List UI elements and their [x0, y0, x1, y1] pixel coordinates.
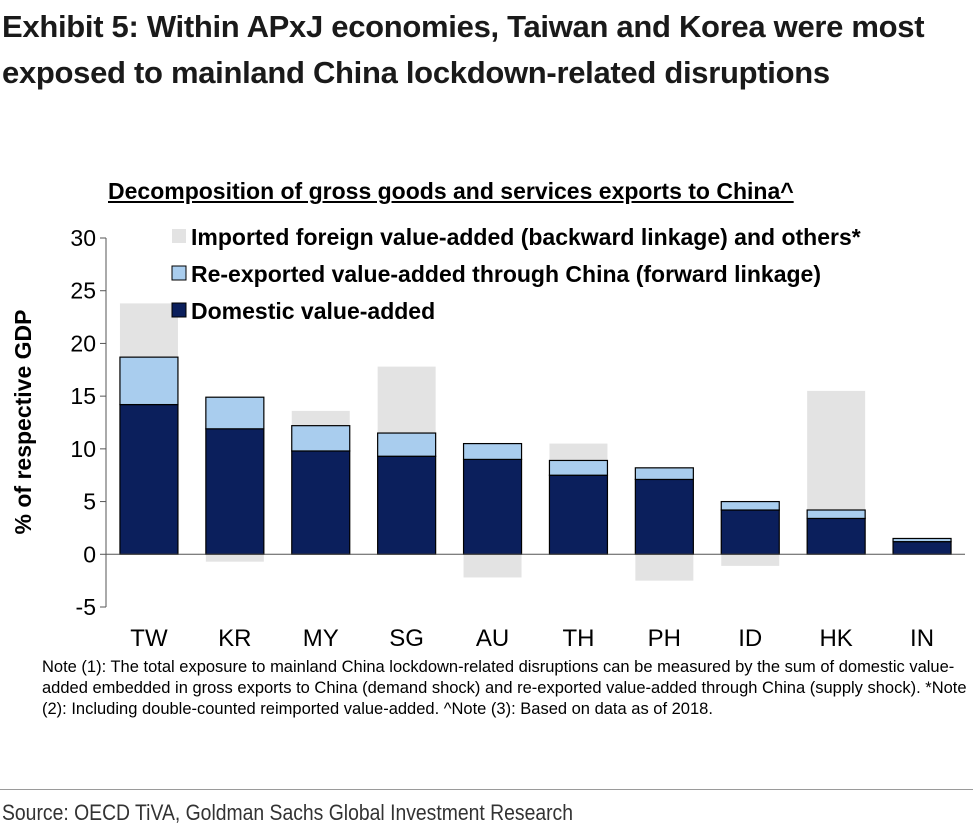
bar-reexported-id [720, 500, 780, 511]
legend-label-2: Re-exported value-added through China (f… [191, 261, 821, 287]
y-tick-label: 30 [70, 225, 96, 251]
bar-reexported-tw [119, 356, 179, 406]
bar-reexported-ph [634, 467, 694, 481]
y-tick-label: 25 [70, 278, 96, 304]
category-label-id: ID [738, 625, 762, 652]
bar-reexported-sg [377, 432, 437, 457]
legend-swatch-1 [172, 229, 186, 243]
bar-reexported-th [548, 459, 609, 476]
category-label-ph: PH [648, 625, 681, 652]
bar-imported-kr [205, 554, 264, 562]
legend: Imported foreign value-added (backward l… [171, 224, 861, 324]
bar-domestic-hk [806, 517, 866, 555]
y-tick-label: 0 [83, 541, 96, 567]
y-tick-label: 20 [70, 330, 96, 356]
bar-domestic-kr [205, 428, 265, 555]
y-tick-label: 15 [70, 383, 96, 409]
category-label-au: AU [476, 625, 509, 652]
imported-value-layer [119, 303, 866, 581]
y-tick-label: 10 [70, 436, 96, 462]
axes-layer: TW KR MY SG AU TH PH ID HK IN 30 25 20 15 10 5 0 -5 % of r… [10, 225, 965, 652]
exhibit-title: Exhibit 5: Within APxJ economies, Taiwan… [2, 9, 925, 90]
bar-imported-tw [119, 303, 178, 358]
bar-reexported-my [291, 425, 351, 452]
bar-domestic-my [291, 450, 351, 555]
bar-reexported-au [462, 442, 523, 461]
y-tick-label: 5 [83, 489, 96, 515]
y-tick-label: -5 [76, 594, 96, 620]
bar-domestic-in [892, 541, 952, 555]
bar-domestic-au [462, 458, 523, 555]
y-axis-title: % of respective GDP [10, 310, 36, 535]
bar-imported-id [721, 554, 780, 566]
stacked-bar-chart: TW KR MY SG AU TH PH ID HK IN 30 25 20 15 10 5 0 -5 % of r… [10, 224, 965, 652]
category-label-tw: TW [130, 625, 168, 652]
footer-divider [0, 789, 973, 790]
bar-imported-ph [635, 554, 694, 581]
category-label-th: TH [562, 625, 594, 652]
bar-domestic-th [548, 474, 609, 555]
bars-layer [119, 356, 952, 555]
category-label-hk: HK [819, 625, 852, 652]
legend-swatch-2 [171, 265, 187, 281]
bar-imported-my [291, 410, 350, 426]
source-line: Source: OECD TiVA, Goldman Sachs Global … [2, 800, 574, 825]
legend-label-3: Domestic value-added [191, 298, 435, 324]
category-label-sg: SG [389, 625, 424, 652]
bar-imported-au [463, 554, 522, 578]
legend-label-1: Imported foreign value-added (backward l… [191, 224, 861, 250]
category-label-kr: KR [218, 625, 251, 652]
category-label-in: IN [910, 625, 934, 652]
bar-domestic-id [720, 509, 780, 555]
legend-swatch-3 [171, 302, 187, 318]
bar-domestic-ph [634, 478, 694, 555]
bar-imported-sg [377, 366, 436, 434]
category-label-my: MY [303, 625, 339, 652]
bar-reexported-hk [806, 509, 866, 520]
bar-reexported-in [892, 537, 952, 543]
bar-imported-hk [807, 390, 866, 511]
bar-domestic-tw [119, 403, 179, 555]
chart-note: Note (1): The total exposure to mainland… [42, 658, 967, 718]
bar-imported-th [549, 443, 608, 461]
chart-title: Decomposition of gross goods and service… [108, 178, 794, 204]
bar-domestic-sg [377, 455, 437, 555]
bar-reexported-kr [205, 396, 265, 430]
